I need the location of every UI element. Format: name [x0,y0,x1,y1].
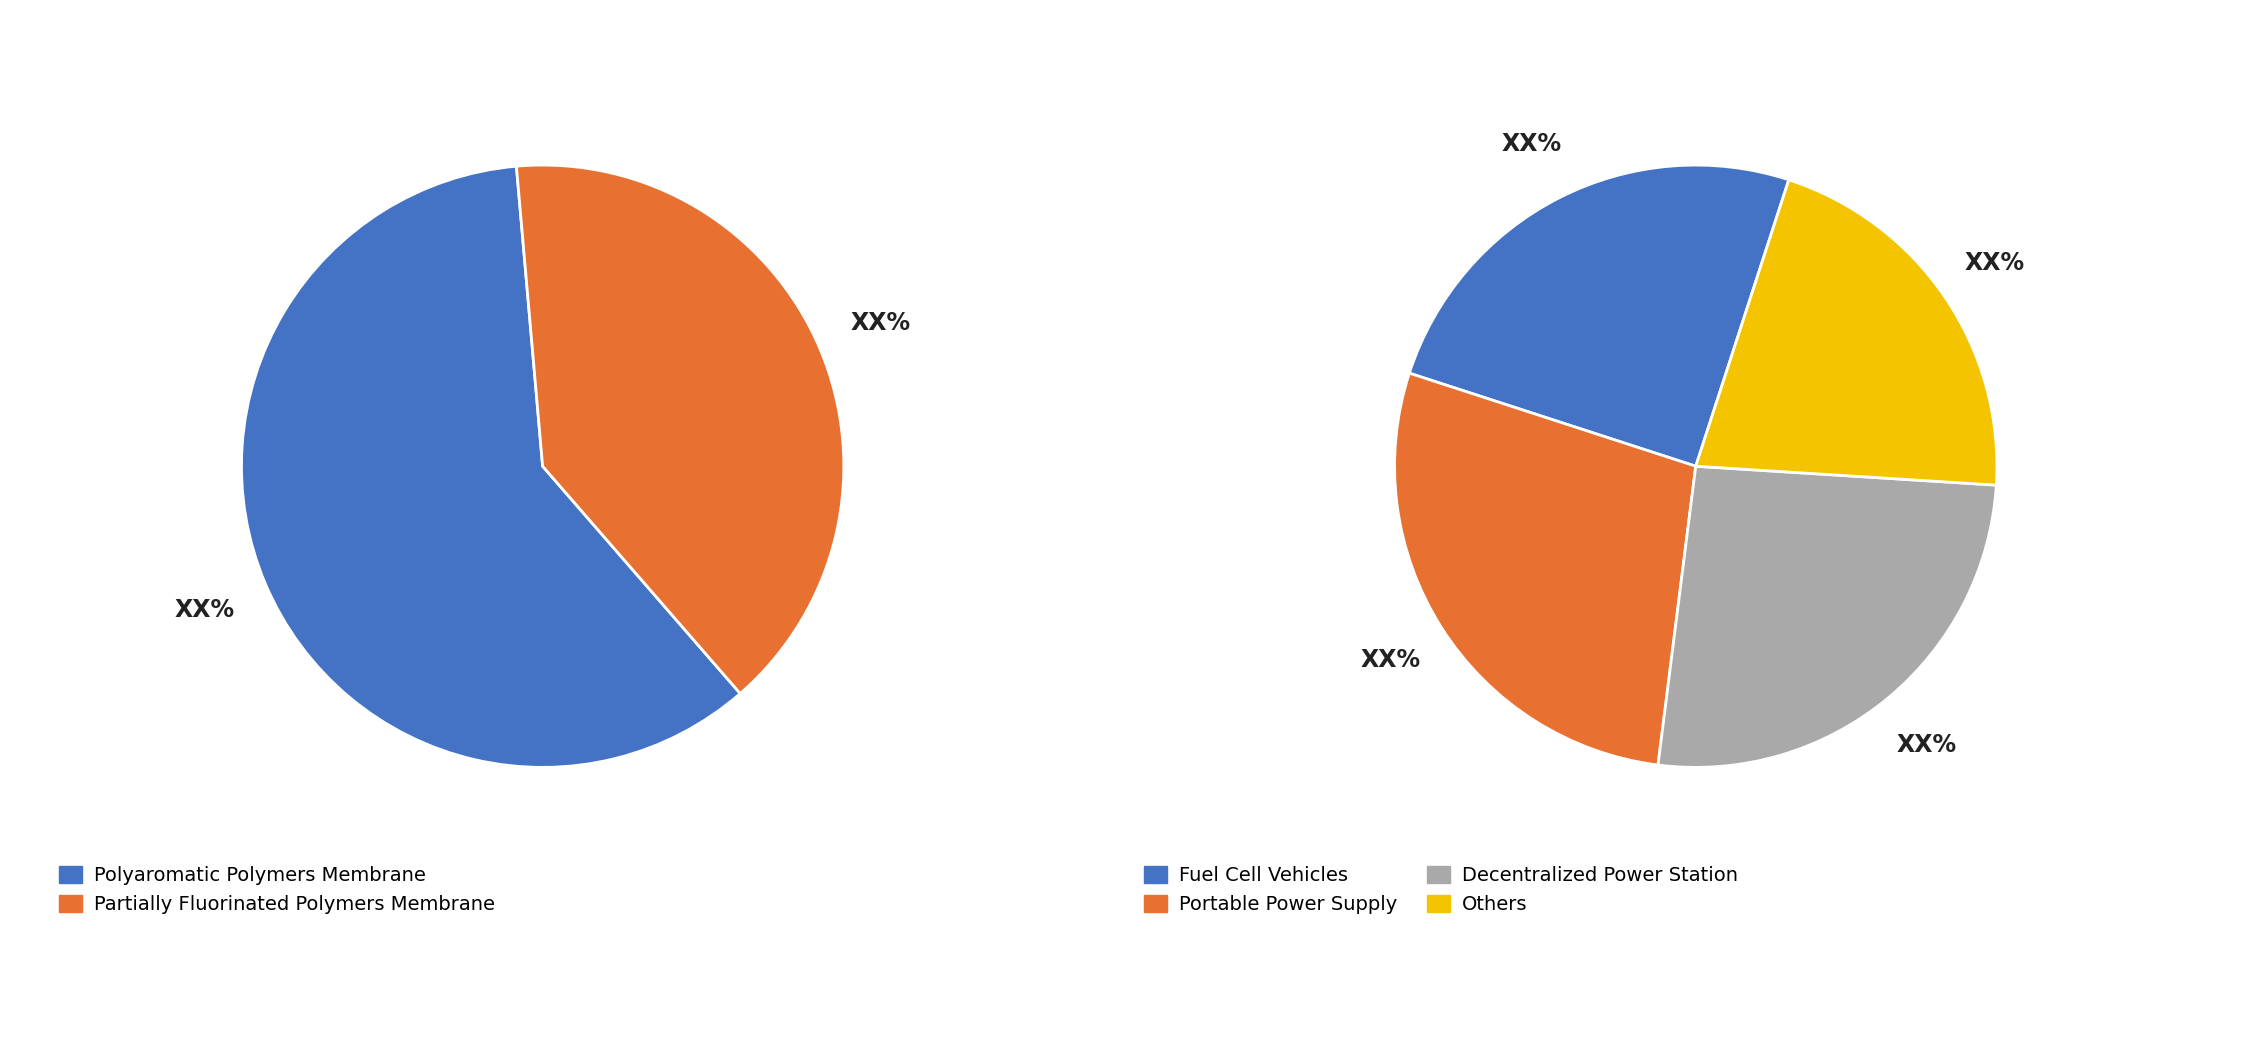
Wedge shape [242,166,739,768]
Text: XX%: XX% [1501,132,1562,156]
Wedge shape [1657,466,1996,768]
Legend: Fuel Cell Vehicles, Portable Power Supply, Decentralized Power Station, Others: Fuel Cell Vehicles, Portable Power Suppl… [1140,862,1741,919]
Wedge shape [1395,373,1696,765]
Text: XX%: XX% [1965,251,2024,275]
Text: Fig. Global Proton Exchange Membrane for Fuel Cells Market Share by Product Type: Fig. Global Proton Exchange Membrane for… [317,31,1944,59]
Wedge shape [1696,180,1996,485]
Text: XX%: XX% [1361,648,1420,672]
Text: Email: sales@theindustrystats.com: Email: sales@theindustrystats.com [922,1003,1339,1022]
Text: Website: www.theindustrystats.com: Website: www.theindustrystats.com [1743,1003,2171,1022]
Legend: Polyaromatic Polymers Membrane, Partially Fluorinated Polymers Membrane: Polyaromatic Polymers Membrane, Partiall… [54,862,500,919]
Wedge shape [516,165,843,694]
Text: XX%: XX% [1897,733,1956,757]
Text: XX%: XX% [850,310,911,335]
Text: XX%: XX% [174,598,235,622]
Wedge shape [1409,165,1788,466]
Text: Source: Theindustrystats Analysis: Source: Theindustrystats Analysis [90,1003,493,1022]
